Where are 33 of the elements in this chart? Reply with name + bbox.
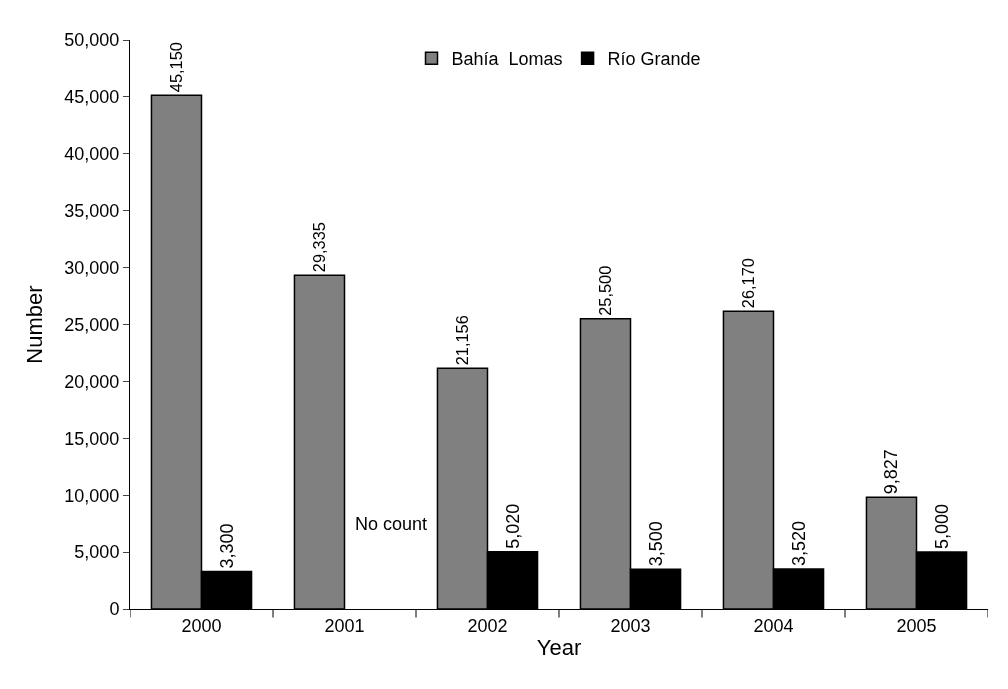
y-tick-label: 40,000: [64, 144, 120, 165]
y-tick-label: 35,000: [64, 201, 120, 221]
data-label: 3,300: [216, 523, 237, 569]
x-tick-label: 2003: [610, 615, 651, 636]
data-label: 9,827: [881, 449, 902, 495]
x-tick-label: 2001: [324, 615, 365, 636]
data-label: 25,500: [595, 265, 614, 316]
data-label: 5,020: [502, 503, 523, 549]
y-tick-label: 5,000: [74, 542, 120, 563]
y-tick-label: 15,000: [64, 428, 120, 449]
y-tick-label: 10,000: [64, 485, 120, 506]
legend-label: Río Grande: [607, 49, 701, 70]
data-label: 45,150: [166, 42, 185, 93]
data-label: 26,170: [738, 258, 757, 309]
legend-label: Bahía Lomas: [451, 49, 563, 70]
x-tick-label: 2000: [181, 615, 222, 636]
x-tick-label: 2002: [467, 615, 508, 636]
data-label: 29,335: [309, 222, 328, 273]
annotation: No count: [355, 514, 428, 534]
x-tick-label: 2004: [753, 615, 794, 636]
y-tick-label: 0: [109, 599, 120, 620]
y-tick-label: 30,000: [64, 257, 120, 278]
y-tick-label: 45,000: [64, 87, 120, 108]
y-tick-label: 20,000: [64, 371, 120, 392]
data-label: 21,156: [452, 315, 471, 366]
data-label: 5,000: [931, 504, 952, 550]
data-label: 3,520: [788, 520, 809, 566]
x-tick-label: 2005: [896, 615, 937, 636]
y-tick-label: 50,000: [64, 30, 120, 51]
y-axis-title: Number: [22, 285, 48, 364]
y-tick-label: 25,000: [64, 314, 120, 335]
data-label: 3,500: [645, 521, 666, 567]
x-axis-title: Year: [536, 635, 582, 661]
